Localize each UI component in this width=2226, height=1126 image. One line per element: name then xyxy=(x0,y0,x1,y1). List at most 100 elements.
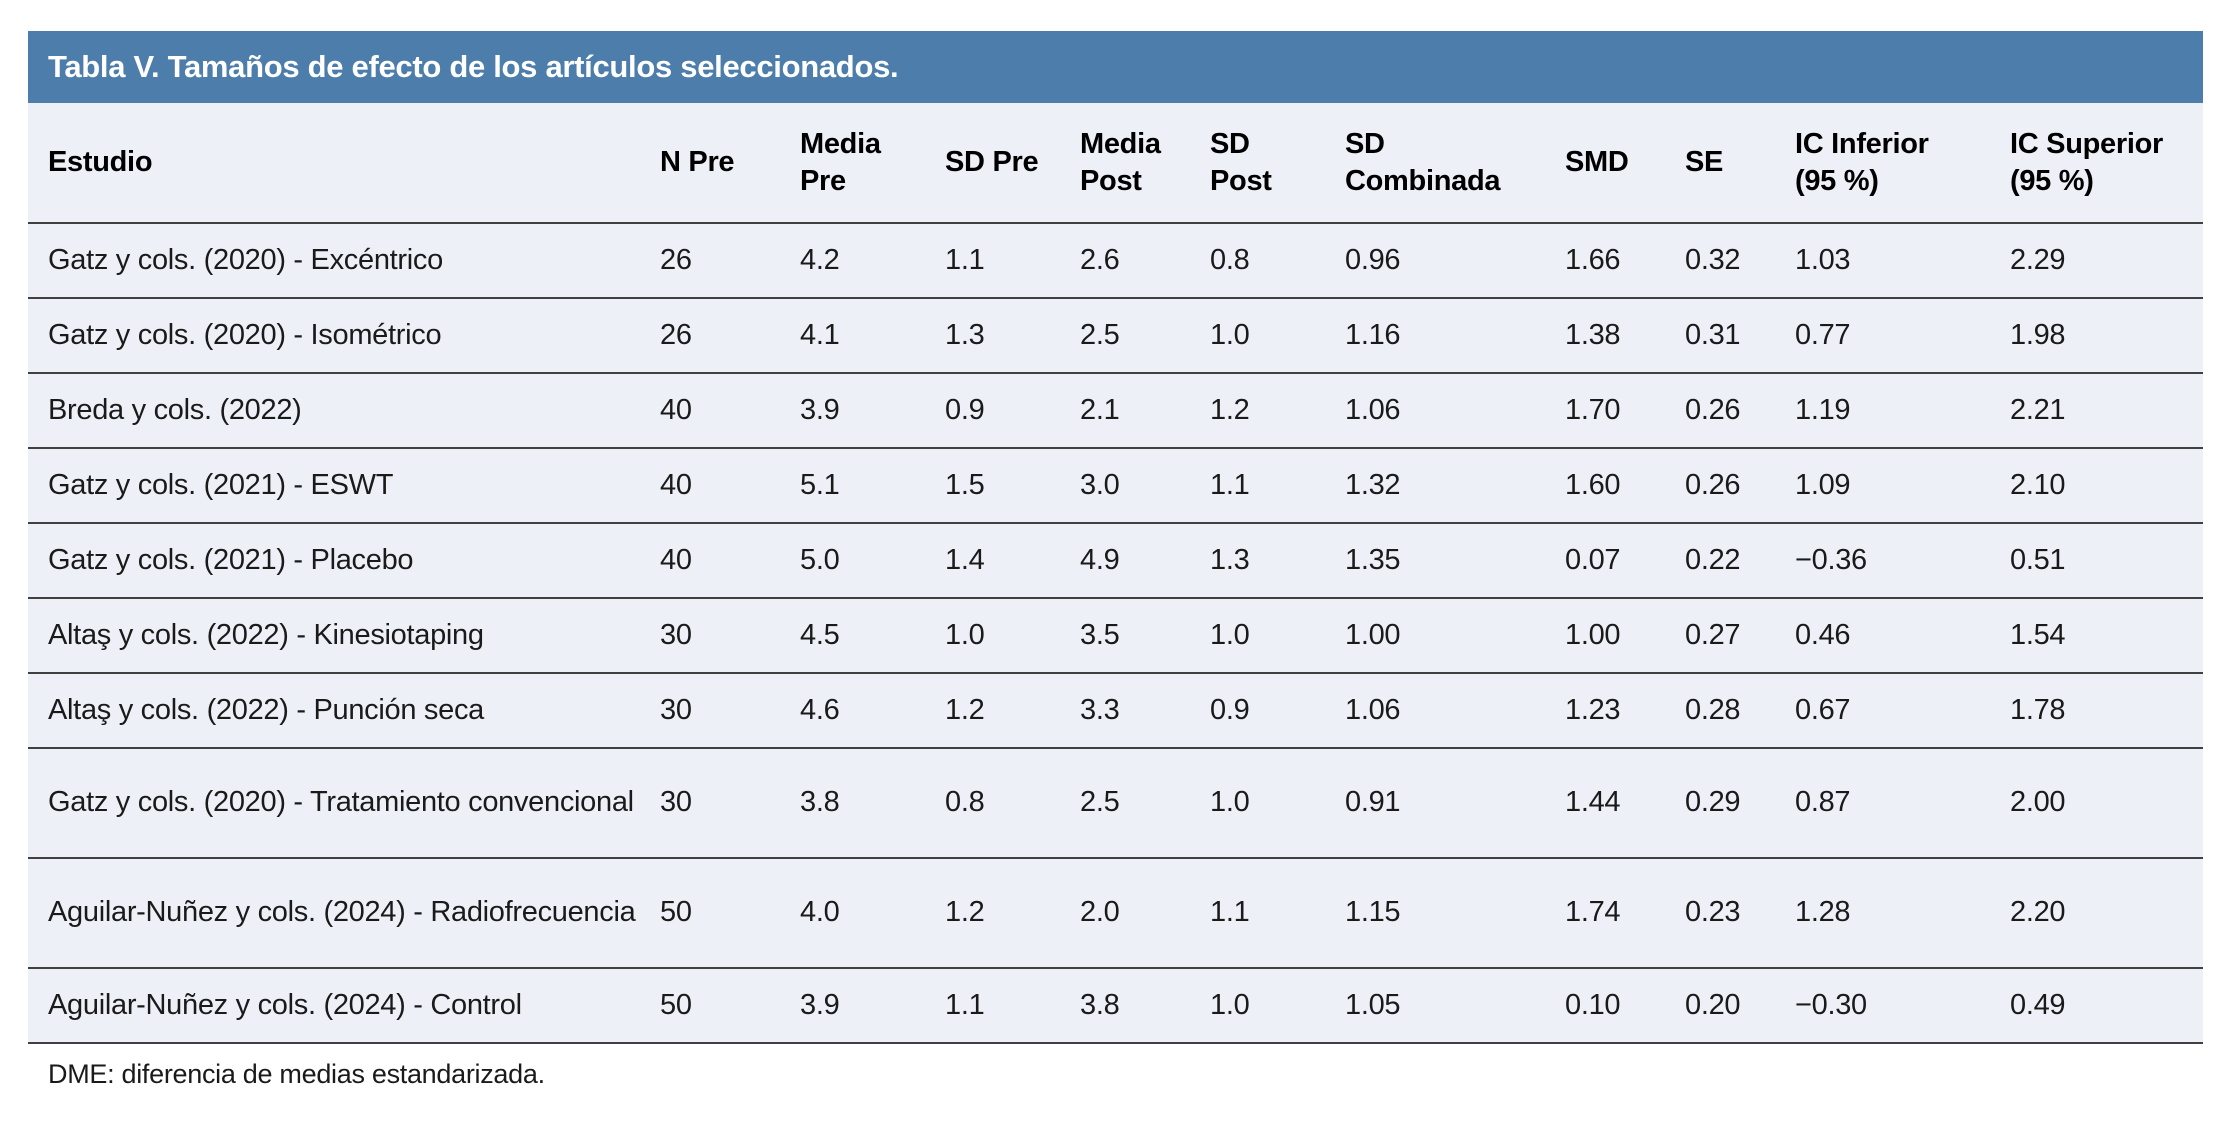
value-cell: 1.15 xyxy=(1345,858,1565,969)
study-cell: Gatz y cols. (2020) - Excéntrico xyxy=(28,223,660,299)
value-cell: 1.1 xyxy=(1210,448,1345,524)
study-cell: Altaş y cols. (2022) - Kinesiotaping xyxy=(28,598,660,674)
table-row: Aguilar-Nuñez y cols. (2024) - Control 50… xyxy=(28,968,2203,1044)
value-cell: 1.4 xyxy=(945,523,1080,599)
study-cell: Aguilar-Nuñez y cols. (2024) - Control xyxy=(28,968,660,1044)
value-cell: 40 xyxy=(660,448,800,524)
value-cell: 50 xyxy=(660,858,800,969)
value-cell: 0.49 xyxy=(2010,968,2203,1044)
value-cell: 1.2 xyxy=(1210,373,1345,449)
column-header: IC Inferior (95 %) xyxy=(1795,103,2010,224)
value-cell: 1.0 xyxy=(1210,298,1345,374)
table-row: Altaş y cols. (2022) - Punción seca 30 4.6… xyxy=(28,673,2203,749)
value-cell: 0.32 xyxy=(1685,223,1795,299)
value-cell: 0.51 xyxy=(2010,523,2203,599)
value-cell: 1.0 xyxy=(945,598,1080,674)
value-cell: 4.0 xyxy=(800,858,945,969)
column-header: SMD xyxy=(1565,103,1685,224)
value-cell: 1.28 xyxy=(1795,858,2010,969)
value-cell: 0.46 xyxy=(1795,598,2010,674)
effect-sizes-table: Estudio N Pre Media Pre SD Pre Media Post SD … xyxy=(28,103,2203,1044)
value-cell: 0.27 xyxy=(1685,598,1795,674)
value-cell: 1.60 xyxy=(1565,448,1685,524)
table-row: Gatz y cols. (2020) - Tratamiento conven… xyxy=(28,748,2203,859)
value-cell: 0.91 xyxy=(1345,748,1565,859)
value-cell: 1.03 xyxy=(1795,223,2010,299)
value-cell: 0.07 xyxy=(1565,523,1685,599)
value-cell: 30 xyxy=(660,673,800,749)
table-title: Tabla V. Tamaños de efecto de los artícu… xyxy=(48,49,899,84)
value-cell: 1.44 xyxy=(1565,748,1685,859)
value-cell: 1.32 xyxy=(1345,448,1565,524)
value-cell: 0.9 xyxy=(1210,673,1345,749)
column-header: Media Pre xyxy=(800,103,945,224)
value-cell: 3.0 xyxy=(1080,448,1210,524)
value-cell: 0.20 xyxy=(1685,968,1795,1044)
value-cell: 0.26 xyxy=(1685,448,1795,524)
value-cell: 0.23 xyxy=(1685,858,1795,969)
value-cell: 1.0 xyxy=(1210,748,1345,859)
value-cell: 1.00 xyxy=(1565,598,1685,674)
value-cell: 3.9 xyxy=(800,968,945,1044)
value-cell: −0.36 xyxy=(1795,523,2010,599)
value-cell: 1.23 xyxy=(1565,673,1685,749)
column-header: SD Post xyxy=(1210,103,1345,224)
value-cell: 4.1 xyxy=(800,298,945,374)
value-cell: 26 xyxy=(660,298,800,374)
table-header-row: Estudio N Pre Media Pre SD Pre Media Post SD … xyxy=(28,103,2203,224)
value-cell: 0.31 xyxy=(1685,298,1795,374)
value-cell: 1.54 xyxy=(2010,598,2203,674)
study-cell: Gatz y cols. (2020) - Isométrico xyxy=(28,298,660,374)
value-cell: 2.10 xyxy=(2010,448,2203,524)
table-footnote: DME: diferencia de medias estandarizada. xyxy=(48,1059,545,1089)
study-cell: Gatz y cols. (2020) - Tratamiento conven… xyxy=(28,748,660,859)
value-cell: 2.00 xyxy=(2010,748,2203,859)
study-cell: Aguilar-Nuñez y cols. (2024) - Radiofrec… xyxy=(28,858,660,969)
table-row: Aguilar-Nuñez y cols. (2024) - Radiofrec… xyxy=(28,858,2203,969)
value-cell: 1.78 xyxy=(2010,673,2203,749)
value-cell: 1.3 xyxy=(945,298,1080,374)
table-row: Gatz y cols. (2020) - Excéntrico 26 4.2 1.1… xyxy=(28,223,2203,299)
column-header: Estudio xyxy=(28,103,660,224)
effect-sizes-table-container: Tabla V. Tamaños de efecto de los artícu… xyxy=(28,31,2203,1090)
value-cell: 5.1 xyxy=(800,448,945,524)
value-cell: 0.67 xyxy=(1795,673,2010,749)
study-cell: Altaş y cols. (2022) - Punción seca xyxy=(28,673,660,749)
value-cell: 0.8 xyxy=(945,748,1080,859)
value-cell: 1.35 xyxy=(1345,523,1565,599)
value-cell: 0.28 xyxy=(1685,673,1795,749)
value-cell: 2.5 xyxy=(1080,748,1210,859)
value-cell: −0.30 xyxy=(1795,968,2010,1044)
value-cell: 4.9 xyxy=(1080,523,1210,599)
value-cell: 2.21 xyxy=(2010,373,2203,449)
value-cell: 0.9 xyxy=(945,373,1080,449)
value-cell: 0.87 xyxy=(1795,748,2010,859)
table-row: Gatz y cols. (2021) - Placebo 40 5.0 1.4 4.9… xyxy=(28,523,2203,599)
value-cell: 1.74 xyxy=(1565,858,1685,969)
value-cell: 0.77 xyxy=(1795,298,2010,374)
value-cell: 3.5 xyxy=(1080,598,1210,674)
value-cell: 1.70 xyxy=(1565,373,1685,449)
study-cell: Gatz y cols. (2021) - Placebo xyxy=(28,523,660,599)
value-cell: 2.5 xyxy=(1080,298,1210,374)
table-row: Breda y cols. (2022) 40 3.9 0.9 2.1 1.2 1.06 1.… xyxy=(28,373,2203,449)
value-cell: 1.98 xyxy=(2010,298,2203,374)
column-header: SD Pre xyxy=(945,103,1080,224)
value-cell: 1.09 xyxy=(1795,448,2010,524)
value-cell: 1.06 xyxy=(1345,673,1565,749)
value-cell: 3.8 xyxy=(1080,968,1210,1044)
value-cell: 1.1 xyxy=(945,223,1080,299)
column-header: SE xyxy=(1685,103,1795,224)
value-cell: 0.8 xyxy=(1210,223,1345,299)
value-cell: 1.5 xyxy=(945,448,1080,524)
value-cell: 4.5 xyxy=(800,598,945,674)
column-header: Media Post xyxy=(1080,103,1210,224)
value-cell: 30 xyxy=(660,598,800,674)
value-cell: 1.05 xyxy=(1345,968,1565,1044)
study-cell: Breda y cols. (2022) xyxy=(28,373,660,449)
study-cell: Gatz y cols. (2021) - ESWT xyxy=(28,448,660,524)
table-title-bar: Tabla V. Tamaños de efecto de los artícu… xyxy=(28,31,2203,103)
value-cell: 1.2 xyxy=(945,858,1080,969)
value-cell: 0.29 xyxy=(1685,748,1795,859)
column-header: SD Combinada xyxy=(1345,103,1565,224)
